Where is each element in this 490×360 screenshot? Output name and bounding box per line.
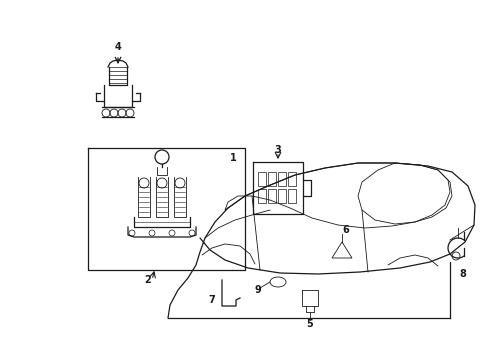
Text: 7: 7 [209,295,216,305]
FancyBboxPatch shape [258,189,266,203]
Text: 1: 1 [230,153,236,163]
Text: 6: 6 [343,225,349,235]
Text: 5: 5 [307,319,314,329]
Text: 3: 3 [274,145,281,155]
FancyBboxPatch shape [278,172,286,186]
Text: 9: 9 [255,285,261,295]
Ellipse shape [270,277,286,287]
FancyBboxPatch shape [288,189,296,203]
Text: 8: 8 [460,269,466,279]
Text: 2: 2 [145,275,151,285]
FancyBboxPatch shape [258,172,266,186]
FancyBboxPatch shape [268,189,276,203]
FancyBboxPatch shape [278,189,286,203]
Text: 4: 4 [115,42,122,52]
FancyBboxPatch shape [268,172,276,186]
FancyBboxPatch shape [288,172,296,186]
Polygon shape [332,242,352,258]
